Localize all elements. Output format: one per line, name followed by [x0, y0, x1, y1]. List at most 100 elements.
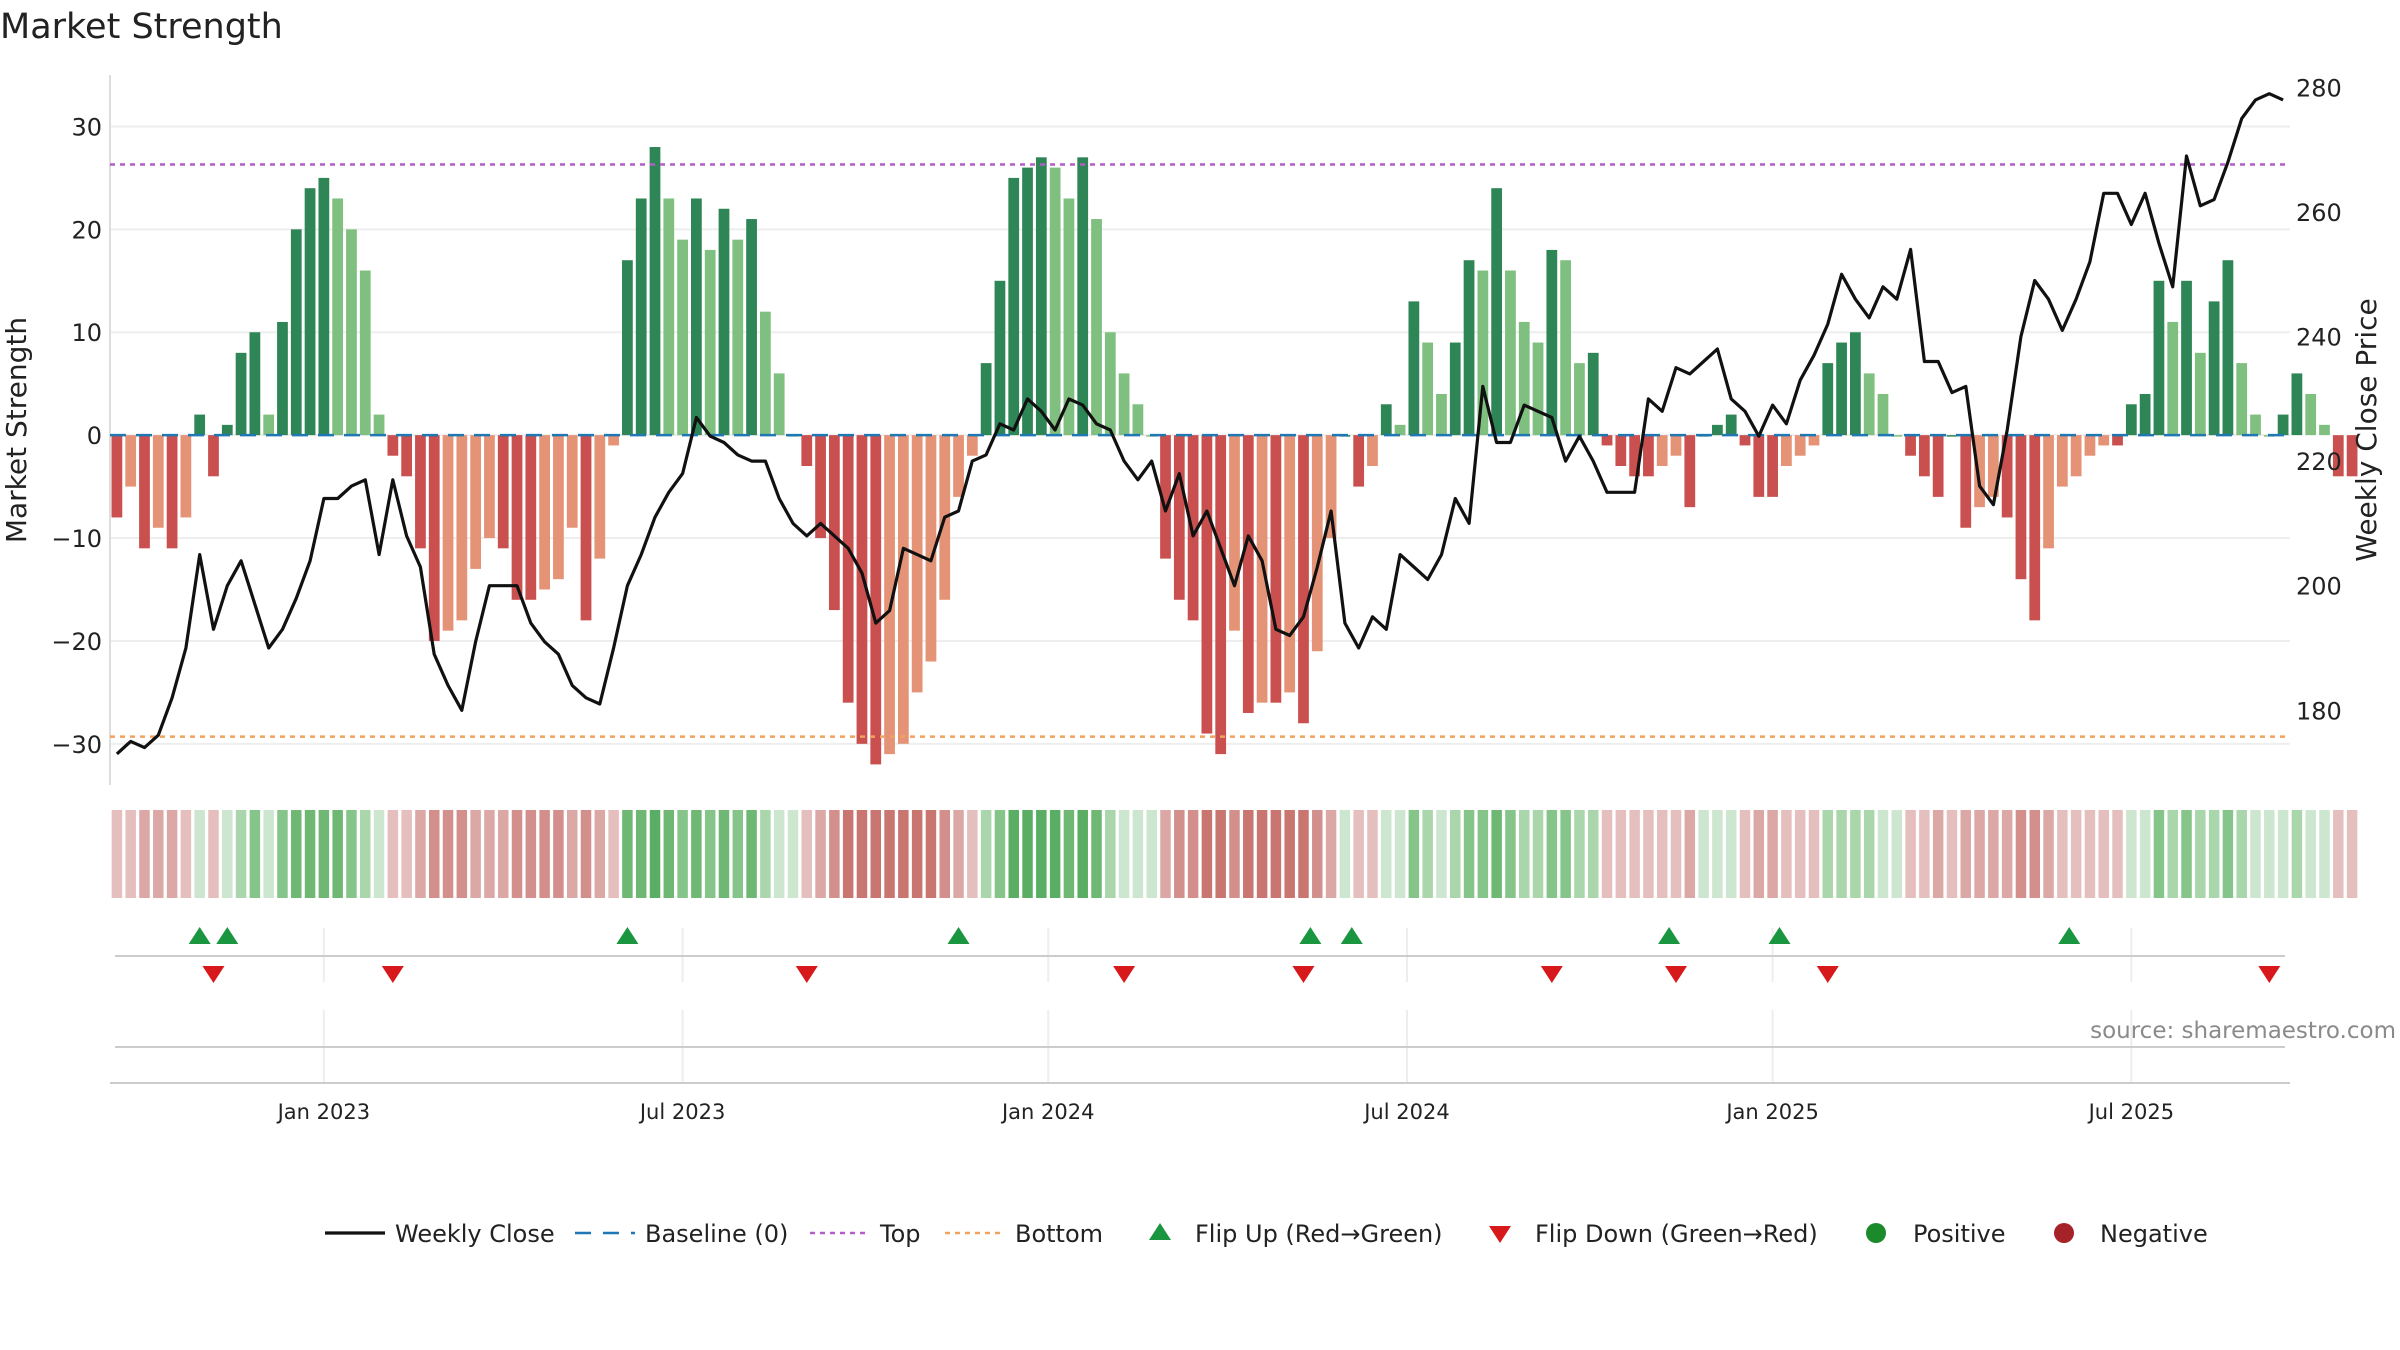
- y2-tick-label: 260: [2296, 199, 2342, 227]
- band-cell: [2126, 810, 2137, 898]
- date-axis: Jan 2023 Jul 2023 Jan 2024 Jul 2024 Jan 2025…: [276, 1100, 2174, 1124]
- band-cell: [967, 810, 978, 898]
- strength-bar: [428, 435, 440, 641]
- legend-flip-down-swatch: [1489, 1226, 1511, 1243]
- band-cell: [263, 810, 274, 898]
- strength-bar: [2029, 435, 2041, 621]
- band-cell: [1532, 810, 1544, 898]
- band-cell: [1146, 810, 1157, 898]
- band-cell: [1698, 810, 1709, 898]
- band-cell: [704, 810, 716, 898]
- band-cell: [1891, 810, 1903, 898]
- strength-bar: [194, 414, 206, 436]
- band-cell: [580, 810, 592, 898]
- strength-bar: [677, 239, 688, 436]
- flip-up-marker: [616, 927, 639, 944]
- strength-bar: [1449, 342, 1461, 436]
- band-cell: [208, 810, 219, 898]
- band-cell: [1008, 810, 1019, 898]
- strength-bar: [1932, 435, 1944, 497]
- band-cell: [815, 810, 826, 898]
- band-cell: [773, 810, 785, 898]
- flip-up-marker: [216, 927, 239, 944]
- strength-bar: [2112, 435, 2123, 446]
- band-cell: [649, 810, 661, 898]
- band-cell: [1767, 810, 1778, 898]
- band-cell: [1574, 810, 1585, 898]
- band-cell: [249, 810, 261, 898]
- strength-bar: [1325, 435, 1337, 539]
- band-cell: [1794, 810, 1806, 898]
- band-cell: [2153, 810, 2165, 898]
- band-cell: [801, 810, 813, 898]
- strength-bar: [1284, 435, 1296, 693]
- band-cell: [663, 810, 675, 898]
- strength-bar: [263, 414, 275, 436]
- strength-bar: [2056, 435, 2068, 487]
- date-tick-label: Jul 2023: [638, 1100, 725, 1124]
- strength-bar: [1436, 393, 1447, 436]
- legend-bottom-label: Bottom: [1015, 1220, 1103, 1248]
- band-cell: [1656, 810, 1668, 898]
- strength-bar: [359, 270, 371, 436]
- strength-bar: [2208, 301, 2220, 436]
- strength-bar: [2319, 424, 2330, 436]
- band-cell: [139, 810, 150, 898]
- strength-bar: [2222, 260, 2234, 436]
- strength-bar: [470, 435, 482, 569]
- y2-axis-label: Weekly Close Price: [2350, 298, 2383, 561]
- band-cell: [484, 810, 495, 898]
- band-cell: [1960, 810, 1972, 898]
- strength-bar: [1187, 435, 1199, 621]
- band-cell: [1643, 810, 1654, 898]
- band-cell: [1049, 810, 1061, 898]
- strength-bar: [1077, 157, 1089, 436]
- band-cell: [2346, 810, 2358, 898]
- band-cell: [2043, 810, 2054, 898]
- strength-bar: [842, 435, 854, 703]
- band-cell: [2015, 810, 2027, 898]
- strength-bar: [1546, 249, 1558, 436]
- strength-bar: [2291, 373, 2303, 436]
- strength-bar: [125, 435, 137, 487]
- strength-bar: [1367, 435, 1378, 467]
- strength-bar: [1160, 435, 1171, 559]
- band-cell: [2181, 810, 2192, 898]
- band-cell: [691, 810, 702, 898]
- strength-bar: [387, 435, 399, 456]
- strength-bar: [1601, 435, 1613, 446]
- strength-bar: [1712, 424, 1723, 436]
- band-cell: [829, 810, 840, 898]
- band-cell: [939, 810, 950, 898]
- y-tick-label: 30: [71, 113, 102, 141]
- y-tick-label: 10: [71, 319, 102, 347]
- strength-bar: [1505, 270, 1516, 436]
- flip-up-marker: [1340, 927, 1363, 944]
- band-cell: [760, 810, 771, 898]
- strength-bar: [511, 435, 523, 600]
- band-cell: [1036, 810, 1047, 898]
- date-tick-label: Jul 2024: [1362, 1100, 1449, 1124]
- band-cell: [2277, 810, 2289, 898]
- strength-bar: [773, 373, 785, 436]
- band-cell: [1615, 810, 1627, 898]
- band-cell: [2139, 810, 2151, 898]
- strength-bar: [704, 249, 716, 436]
- strength-bar: [1022, 167, 1033, 436]
- strength-bar: [1615, 435, 1627, 467]
- band-cell: [456, 810, 468, 898]
- y-tick-label: −20: [51, 628, 102, 656]
- strength-bar: [373, 414, 385, 436]
- strength-bar: [1311, 435, 1323, 652]
- band-cell: [1753, 810, 1765, 898]
- strength-bar: [1753, 435, 1765, 497]
- band-cell: [360, 810, 371, 898]
- strength-bar: [2236, 363, 2248, 436]
- band-cell: [911, 810, 923, 898]
- band-cell: [1215, 810, 1226, 898]
- strength-bar: [691, 198, 702, 436]
- band-cell: [622, 810, 633, 898]
- band-cell: [1670, 810, 1682, 898]
- band-cell: [553, 810, 564, 898]
- band-cell: [1325, 810, 1337, 898]
